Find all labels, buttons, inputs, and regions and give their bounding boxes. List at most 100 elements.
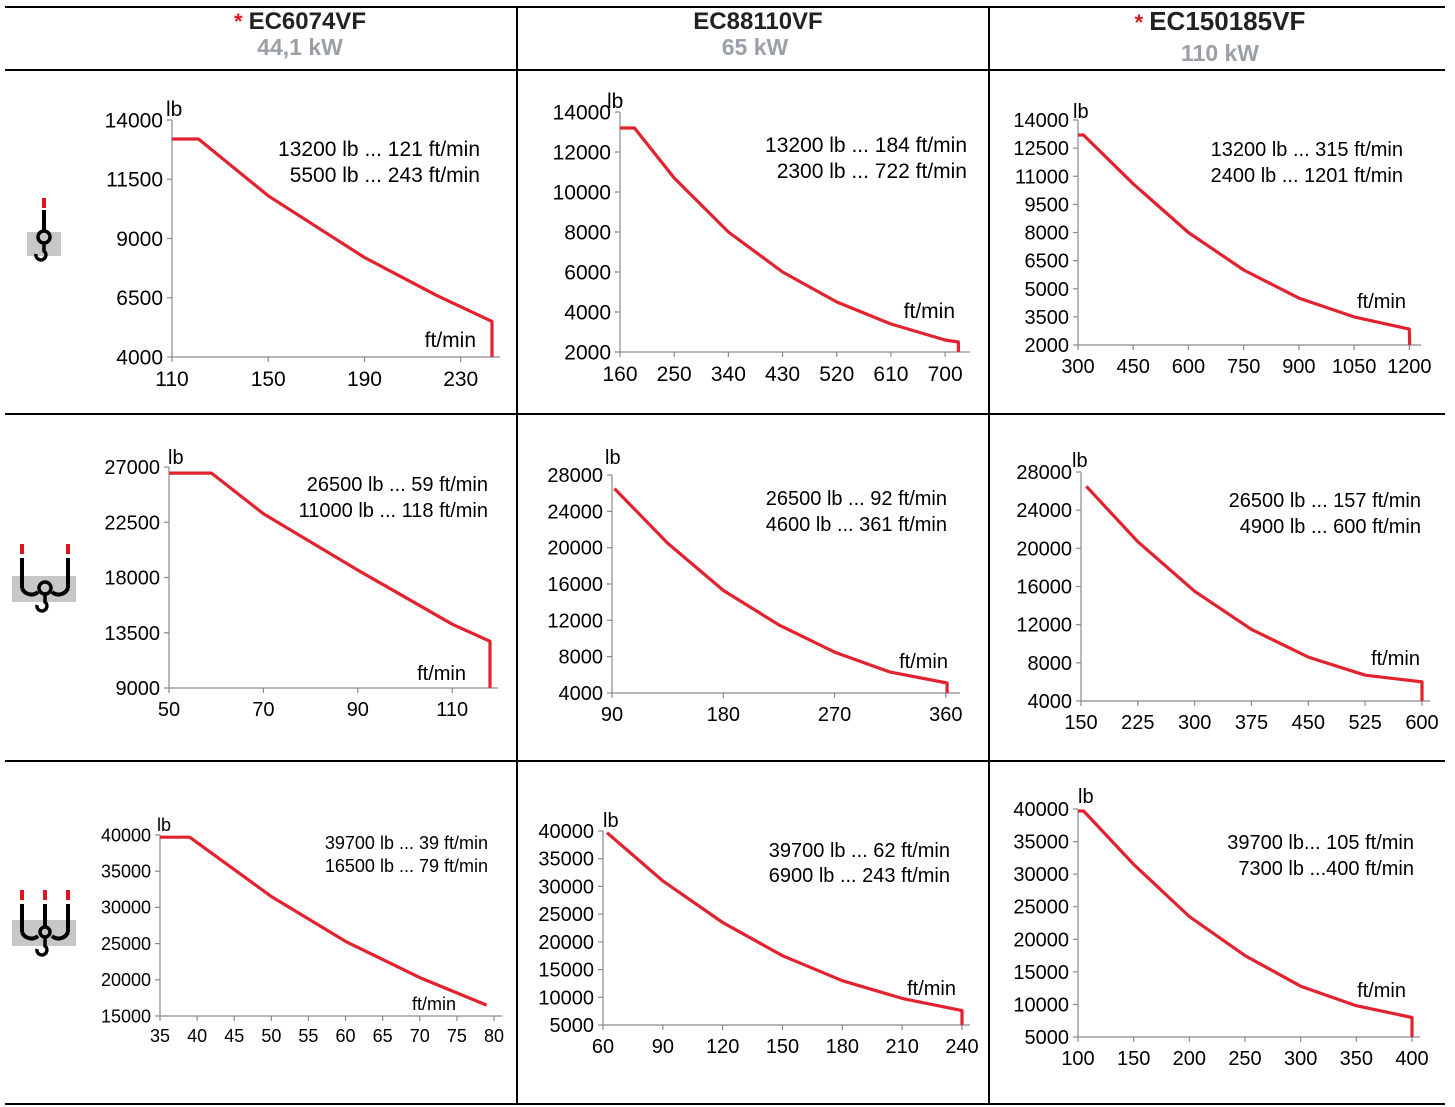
triple-fall-hook-icon bbox=[10, 886, 80, 965]
load-curve bbox=[613, 487, 949, 693]
x-tick-label: 1200 bbox=[1387, 356, 1432, 378]
y-tick-label: 24000 bbox=[1016, 500, 1072, 522]
column-header-3: * EC150185VF 110 kW bbox=[1040, 7, 1400, 65]
y-tick-label: 30000 bbox=[538, 876, 594, 898]
y-tick-label: 9000 bbox=[116, 678, 161, 700]
load-curve bbox=[620, 126, 960, 352]
y-tick-label: 14000 bbox=[553, 101, 611, 124]
y-tick-label: 35000 bbox=[538, 849, 594, 871]
y-tick-label: 5000 bbox=[1025, 1027, 1070, 1049]
x-tick-label: 65 bbox=[373, 1026, 393, 1046]
x-axis-unit-label: ft/min bbox=[1371, 648, 1420, 670]
x-tick-label: 300 bbox=[1284, 1048, 1317, 1070]
x-tick-label: 90 bbox=[652, 1036, 674, 1058]
x-tick-label: 350 bbox=[1340, 1048, 1373, 1070]
y-tick-label: 15000 bbox=[538, 960, 594, 982]
y-tick-label: 16000 bbox=[1016, 577, 1072, 599]
y-tick-label: 4000 bbox=[564, 301, 611, 324]
x-tick-label: 450 bbox=[1292, 712, 1325, 734]
max-load-annotation: 26500 lb ... 92 ft/min bbox=[766, 488, 947, 510]
y-tick-label: 18000 bbox=[104, 568, 160, 590]
x-tick-label: 60 bbox=[336, 1026, 356, 1046]
y-tick-label: 24000 bbox=[547, 501, 603, 523]
model-name: EC88110VF bbox=[693, 8, 823, 35]
max-load-annotation: 39700 lb ... 62 ft/min bbox=[769, 840, 950, 862]
y-tick-label: 14000 bbox=[105, 109, 163, 132]
x-tick-label: 520 bbox=[819, 363, 854, 386]
y-tick-label: 35000 bbox=[1013, 832, 1069, 854]
y-tick-label: 20000 bbox=[547, 538, 603, 560]
x-tick-label: 600 bbox=[1405, 712, 1438, 734]
y-tick-label: 10000 bbox=[538, 987, 594, 1009]
y-tick-label: 11500 bbox=[106, 169, 163, 192]
y-axis-unit-label: lb bbox=[168, 447, 184, 469]
y-tick-label: 12500 bbox=[1013, 138, 1069, 160]
y-tick-label: 13500 bbox=[104, 623, 160, 645]
y-axis-unit-label: lb bbox=[157, 815, 171, 835]
x-tick-label: 180 bbox=[707, 704, 740, 726]
y-tick-label: 10000 bbox=[553, 181, 611, 204]
x-tick-label: 610 bbox=[873, 363, 908, 386]
x-tick-label: 90 bbox=[347, 699, 369, 721]
y-tick-label: 20000 bbox=[1016, 538, 1072, 560]
max-speed-annotation: 16500 lb ... 79 ft/min bbox=[325, 856, 488, 876]
y-tick-label: 20000 bbox=[1013, 929, 1069, 951]
new-model-marker: * bbox=[234, 9, 243, 34]
x-tick-label: 70 bbox=[410, 1026, 430, 1046]
load-curve bbox=[1085, 485, 1424, 701]
x-tick-label: 45 bbox=[224, 1026, 244, 1046]
x-tick-label: 120 bbox=[706, 1036, 739, 1058]
load-curve bbox=[1078, 133, 1412, 346]
x-tick-label: 190 bbox=[347, 368, 382, 391]
y-tick-label: 4000 bbox=[559, 683, 604, 705]
y-tick-label: 22500 bbox=[104, 512, 160, 534]
column-header-2: EC88110VF 65 kW bbox=[575, 8, 935, 60]
load-curve bbox=[1078, 809, 1414, 1037]
y-tick-label: 8000 bbox=[1025, 223, 1070, 245]
load-chart-ec150185vf-3-fall: 40000 35000 30000 25000 20000 15000 10000 5000 1… bbox=[992, 765, 1447, 1100]
load-chart-ec150185vf-2-fall: 28000 24000 20000 16000 12000 8000 4000 150 225 3… bbox=[992, 420, 1447, 755]
load-curve bbox=[605, 831, 964, 1025]
max-speed-annotation: 2400 lb ... 1201 ft/min bbox=[1211, 165, 1403, 187]
x-tick-label: 60 bbox=[592, 1036, 614, 1058]
load-curve bbox=[169, 471, 492, 688]
y-tick-label: 28000 bbox=[1016, 462, 1072, 484]
model-power: 65 kW bbox=[721, 34, 789, 60]
chart-svg: 4000035000300002500020000150001000050001… bbox=[1013, 786, 1428, 1070]
y-tick-label: 6500 bbox=[1025, 251, 1070, 273]
new-model-marker: * bbox=[1134, 10, 1144, 35]
load-chart-ec6074vf-3-fall: 40000 35000 30000 25000 20000 15000 35 40 45 50 55… bbox=[70, 765, 510, 1100]
x-tick-label: 50 bbox=[158, 699, 180, 721]
max-load-annotation: 39700 lb... 105 ft/min bbox=[1227, 832, 1414, 854]
x-axis-unit-label: ft/min bbox=[904, 300, 955, 323]
x-tick-label: 430 bbox=[765, 363, 800, 386]
x-tick-label: 150 bbox=[766, 1036, 799, 1058]
y-tick-label: 3500 bbox=[1025, 307, 1070, 329]
max-load-annotation: 39700 lb ... 39 ft/min bbox=[325, 833, 488, 853]
x-tick-label: 40 bbox=[187, 1026, 207, 1046]
x-tick-label: 750 bbox=[1227, 356, 1260, 378]
y-tick-label: 30000 bbox=[1013, 864, 1069, 886]
y-tick-label: 20000 bbox=[101, 970, 151, 990]
y-tick-label: 15000 bbox=[101, 1006, 151, 1026]
single-fall-hook-icon bbox=[24, 196, 64, 273]
y-tick-label: 40000 bbox=[101, 825, 151, 845]
max-load-annotation: 26500 lb ... 59 ft/min bbox=[307, 474, 488, 496]
y-tick-label: 11000 bbox=[1015, 166, 1069, 188]
column-header-1: * EC6074VF 44,1 kW bbox=[120, 9, 480, 60]
x-tick-label: 160 bbox=[602, 363, 637, 386]
max-load-annotation: 13200 lb ... 184 ft/min bbox=[765, 134, 967, 157]
load-chart-ec88110vf-2-fall: 28000 24000 20000 16000 12000 8000 4000 90 180 27… bbox=[520, 420, 982, 755]
max-speed-annotation: 2300 lb ... 722 ft/min bbox=[777, 160, 967, 183]
y-tick-label: 40000 bbox=[1013, 799, 1069, 821]
max-speed-annotation: 4600 lb ... 361 ft/min bbox=[766, 514, 947, 536]
x-axis-unit-label: ft/min bbox=[1357, 980, 1406, 1002]
double-fall-hook-icon bbox=[10, 540, 80, 619]
y-tick-label: 5000 bbox=[550, 1015, 595, 1037]
y-tick-label: 14000 bbox=[1013, 110, 1069, 132]
max-speed-annotation: 5500 lb ... 243 ft/min bbox=[290, 164, 480, 187]
y-tick-label: 40000 bbox=[538, 821, 594, 843]
